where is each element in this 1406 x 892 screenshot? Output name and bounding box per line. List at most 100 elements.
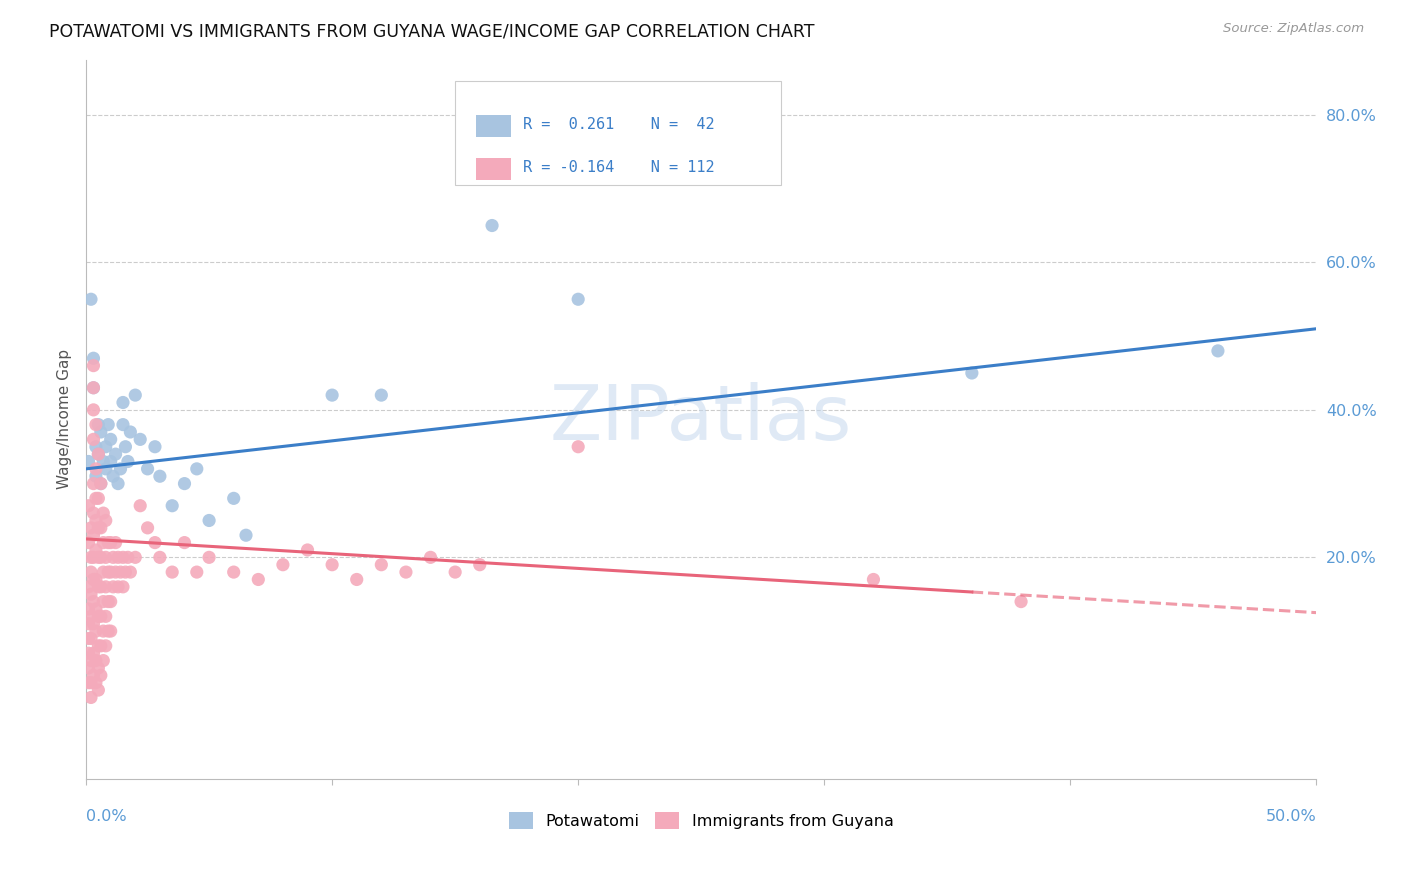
Point <box>84 513 107 527</box>
Point <box>90 668 112 682</box>
Point <box>77 535 100 549</box>
Point <box>107 476 129 491</box>
Point <box>84 440 107 454</box>
Point <box>82 594 104 608</box>
Point <box>94 639 117 653</box>
Point <box>97 417 120 432</box>
Point <box>77 616 100 631</box>
Point <box>87 580 110 594</box>
Text: ZIPatlas: ZIPatlas <box>550 382 852 456</box>
Point <box>186 565 208 579</box>
Point <box>82 646 104 660</box>
Point <box>1010 594 1032 608</box>
Point <box>346 573 368 587</box>
Point <box>91 594 114 608</box>
Point <box>101 580 124 594</box>
Point <box>114 440 136 454</box>
Point <box>82 381 104 395</box>
Point <box>198 550 221 565</box>
Text: Source: ZipAtlas.com: Source: ZipAtlas.com <box>1223 22 1364 36</box>
Point <box>143 440 166 454</box>
Point <box>111 395 134 409</box>
Point <box>120 565 142 579</box>
Point <box>87 550 110 565</box>
Point <box>186 462 208 476</box>
Point <box>87 639 110 653</box>
Point <box>80 292 103 306</box>
Point <box>82 476 104 491</box>
Point <box>90 639 112 653</box>
Point <box>149 550 172 565</box>
Point <box>222 565 245 579</box>
Point <box>235 528 257 542</box>
Point <box>143 535 166 549</box>
Point <box>111 580 134 594</box>
Point <box>90 425 112 439</box>
Text: R =  0.261    N =  42: R = 0.261 N = 42 <box>523 117 714 132</box>
Point <box>77 646 100 660</box>
Point <box>90 609 112 624</box>
Text: POTAWATOMI VS IMMIGRANTS FROM GUYANA WAGE/INCOME GAP CORRELATION CHART: POTAWATOMI VS IMMIGRANTS FROM GUYANA WAG… <box>49 22 814 40</box>
Point <box>321 388 343 402</box>
Point <box>80 675 103 690</box>
Point <box>87 417 110 432</box>
Text: 50.0%: 50.0% <box>1265 809 1316 824</box>
Point <box>91 565 114 579</box>
Point <box>87 521 110 535</box>
Point <box>77 675 100 690</box>
Point <box>82 506 104 520</box>
Point <box>97 594 120 608</box>
Point <box>90 476 112 491</box>
Point <box>100 565 122 579</box>
Point <box>567 292 589 306</box>
Point <box>77 454 100 468</box>
Point <box>101 550 124 565</box>
Point <box>468 558 491 572</box>
Point <box>247 573 270 587</box>
Point <box>80 587 103 601</box>
Point <box>77 580 100 594</box>
Point <box>94 513 117 527</box>
Point <box>100 624 122 638</box>
Point <box>91 506 114 520</box>
Point <box>77 661 100 675</box>
Point <box>84 417 107 432</box>
Point <box>107 580 129 594</box>
Point <box>91 654 114 668</box>
Point <box>173 476 195 491</box>
Point <box>84 654 107 668</box>
Point <box>87 683 110 698</box>
Point <box>111 550 134 565</box>
Point <box>84 675 107 690</box>
Point <box>87 609 110 624</box>
Point <box>271 558 294 572</box>
Point <box>84 573 107 587</box>
Point <box>90 580 112 594</box>
Point <box>87 661 110 675</box>
Point <box>91 535 114 549</box>
Point <box>110 565 132 579</box>
Point <box>129 433 152 447</box>
Point <box>94 550 117 565</box>
Point <box>370 558 392 572</box>
Point <box>82 351 104 366</box>
Point <box>91 624 114 638</box>
Point <box>80 654 103 668</box>
Point <box>104 447 127 461</box>
Point <box>91 454 114 468</box>
Point <box>97 624 120 638</box>
Point <box>82 573 104 587</box>
Point <box>82 668 104 682</box>
Point <box>160 499 183 513</box>
Point <box>82 528 104 542</box>
Point <box>1206 343 1229 358</box>
Point <box>100 594 122 608</box>
Point <box>87 491 110 506</box>
Point <box>136 521 159 535</box>
Point <box>84 602 107 616</box>
Point <box>862 573 884 587</box>
Point <box>101 469 124 483</box>
Point <box>117 550 139 565</box>
Point <box>111 417 134 432</box>
Point <box>107 550 129 565</box>
